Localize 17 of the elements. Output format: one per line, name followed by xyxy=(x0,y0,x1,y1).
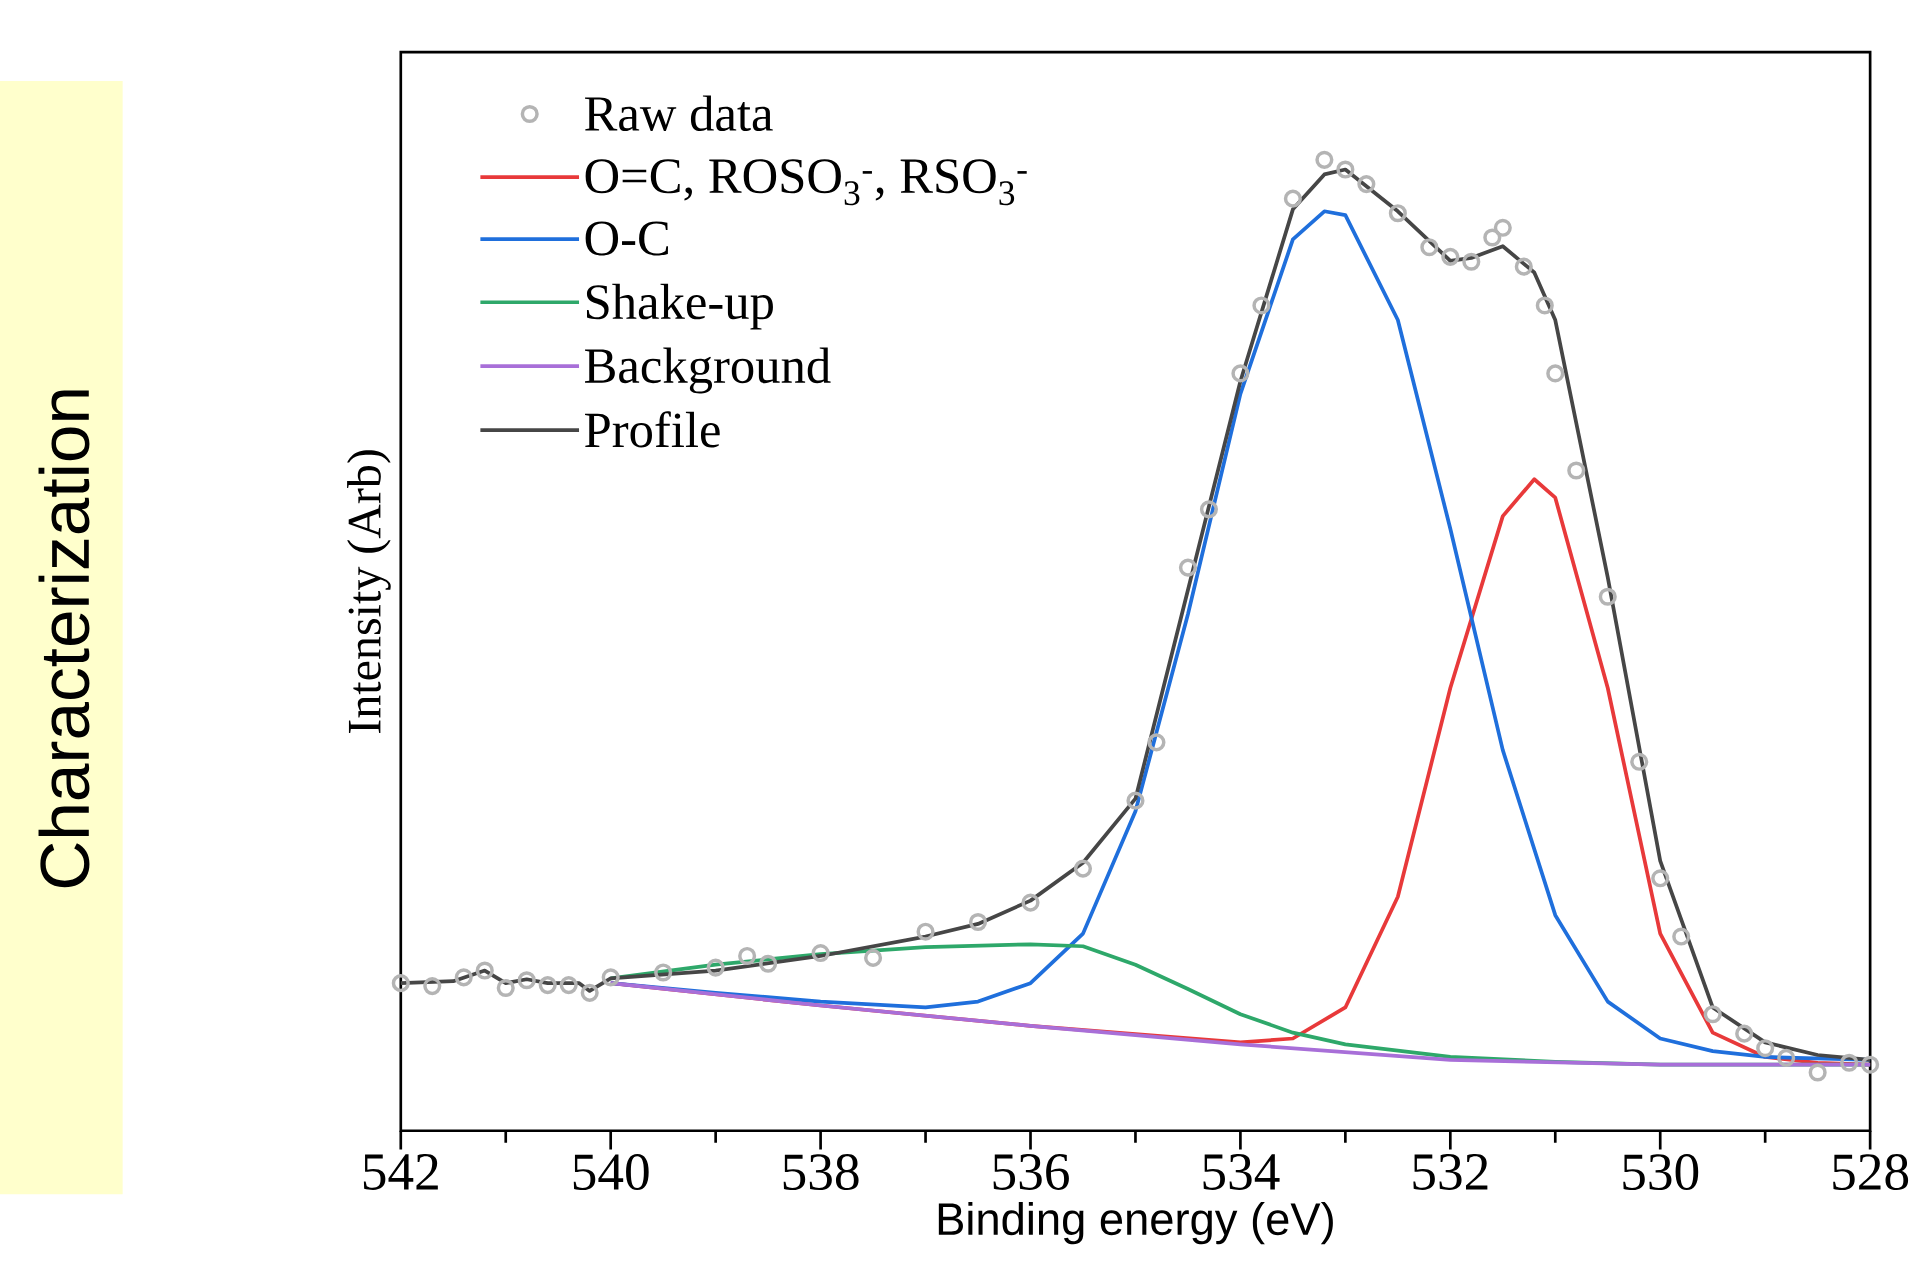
legend-label: Shake-up xyxy=(586,283,773,330)
legend-label: O=C, ROSO$_{3}$$^{-}$, RSO$_{3}$- xyxy=(585,159,1027,206)
x-tick-label: 530 xyxy=(1623,1154,1699,1191)
x-tick-label: 534 xyxy=(1203,1154,1280,1190)
x-tick-label: 536 xyxy=(993,1154,1069,1190)
x-axis-title: Binding energy (eV) xyxy=(938,1201,1333,1245)
x-tick-label: 528 xyxy=(1833,1154,1909,1191)
x-tick-label: 540 xyxy=(573,1154,649,1191)
text: Characterization xyxy=(38,390,90,888)
legend-label: Profile xyxy=(585,411,720,448)
x-tick-label: 532 xyxy=(1413,1154,1488,1190)
y-axis-title: Intensity (Arb) xyxy=(347,450,391,733)
legend-label: O-C xyxy=(585,221,668,256)
legend-label: Background xyxy=(585,347,831,394)
legend-label: Raw data xyxy=(585,95,773,132)
x-tick-label: 542 xyxy=(363,1154,438,1190)
x-tick-label: 538 xyxy=(783,1154,859,1191)
